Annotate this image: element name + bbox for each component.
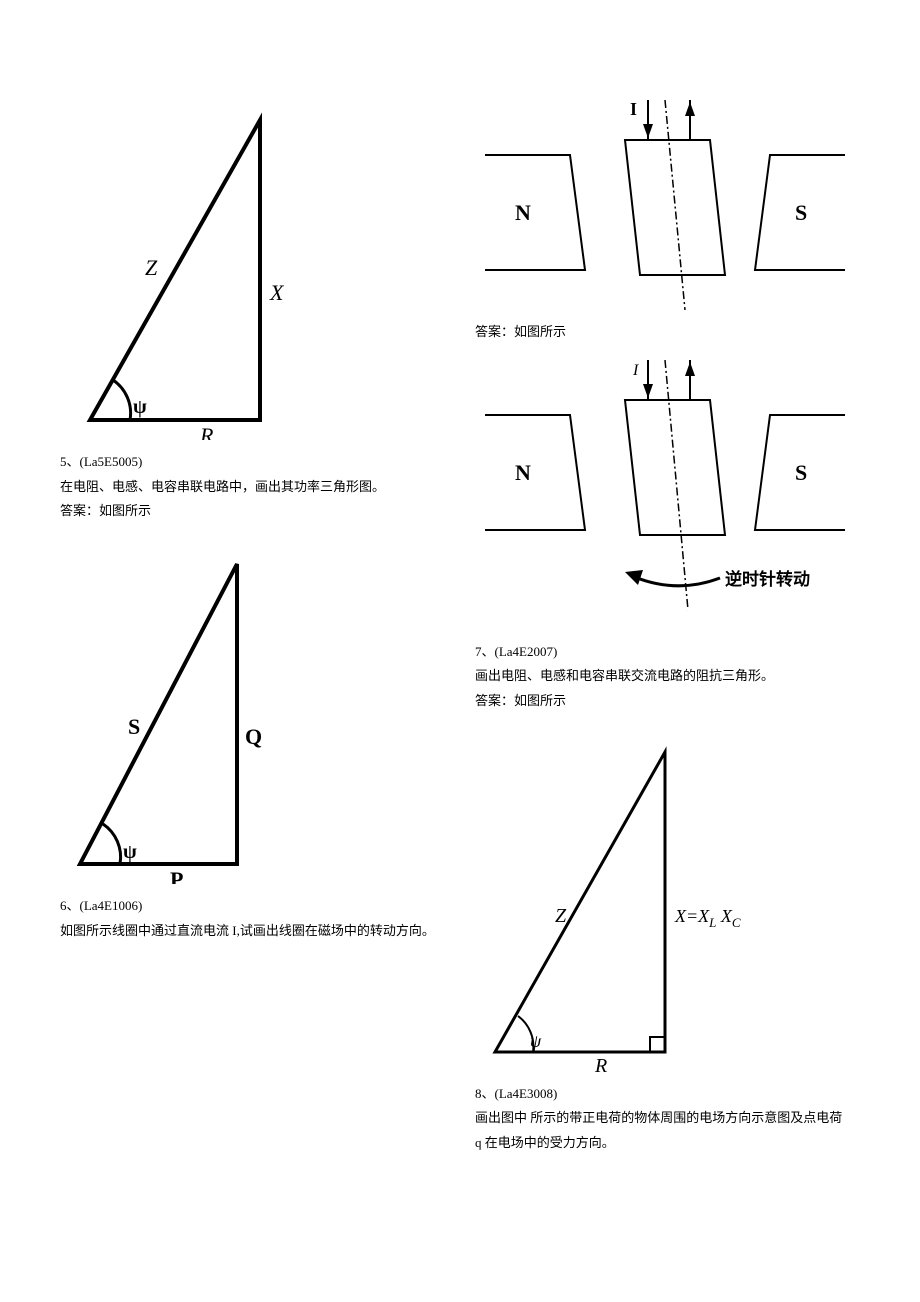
label-x3: X=XL XC: [674, 906, 741, 930]
q6-number: 6、(La4E1006): [60, 894, 440, 919]
label-s: S: [795, 200, 807, 225]
label-n2: N: [515, 460, 531, 485]
label-n: N: [515, 200, 531, 225]
q7-answer-label: 答案：如图所示: [475, 689, 875, 714]
label-x: X: [269, 280, 285, 305]
label-psi2: ψ: [123, 841, 137, 863]
q7-text: 画出电阻、电感和电容串联交流电路的阻抗三角形。: [475, 664, 875, 689]
label-psi: ψ: [133, 396, 147, 418]
right-column: N S I 答案：如图所示 N S: [475, 100, 875, 1174]
label-r: R: [199, 423, 214, 440]
q5-number: 5、(La5E5005): [60, 450, 440, 475]
q8-text-l2: q 在电场中的受力方向。: [475, 1131, 875, 1156]
label-z: Z: [145, 255, 158, 280]
question-6: 6、(La4E1006) 如图所示线圈中通过直流电流 I,试画出线圈在磁场中的转…: [60, 894, 440, 943]
question-7: 7、(La4E2007) 画出电阻、电感和电容串联交流电路的阻抗三角形。 答案：…: [475, 640, 875, 714]
q5-answer-label: 答案：如图所示: [60, 499, 440, 524]
question-8: 8、(La4E3008) 画出图中 所示的带正电荷的物体周围的电场方向示意图及点…: [475, 1082, 875, 1156]
q6-text: 如图所示线圈中通过直流电流 I,试画出线圈在磁场中的转动方向。: [60, 919, 440, 944]
label-q: Q: [245, 724, 262, 749]
label-p: P: [170, 867, 183, 884]
q5-text: 在电阻、电感、电容串联电路中，画出其功率三角形图。: [60, 475, 440, 500]
q8-number: 8、(La4E3008): [475, 1082, 875, 1107]
question-5: 5、(La5E5005) 在电阻、电感、电容串联电路中，画出其功率三角形图。 答…: [60, 450, 440, 524]
label-s: S: [128, 714, 140, 739]
motor-answer-label: 答案：如图所示: [475, 320, 875, 345]
impedance-triangle-zxr: Z X R ψ: [60, 100, 440, 440]
label-r3: R: [594, 1055, 607, 1072]
label-psi3: ψ: [530, 1031, 542, 1051]
motor-diagram-1: N S I: [475, 100, 875, 310]
impedance-triangle-3: Z X=XL XC R ψ: [475, 732, 875, 1072]
q8-text-l1: 画出图中 所示的带正电荷的物体周围的电场方向示意图及点电荷: [475, 1106, 875, 1131]
label-z3: Z: [555, 905, 567, 927]
rotation-label: 逆时针转动: [725, 569, 810, 589]
left-column: Z X R ψ 5、(La5E5005) 在电阻、电感、电容串联电路中，画出其功…: [60, 100, 440, 961]
power-triangle-sqp: S Q P ψ: [60, 544, 440, 884]
label-i: I: [630, 100, 637, 119]
motor-diagram-2: N S I 逆时针转动: [475, 360, 875, 630]
q7-number: 7、(La4E2007): [475, 640, 875, 665]
label-s2: S: [795, 460, 807, 485]
label-i2: I: [632, 362, 639, 379]
